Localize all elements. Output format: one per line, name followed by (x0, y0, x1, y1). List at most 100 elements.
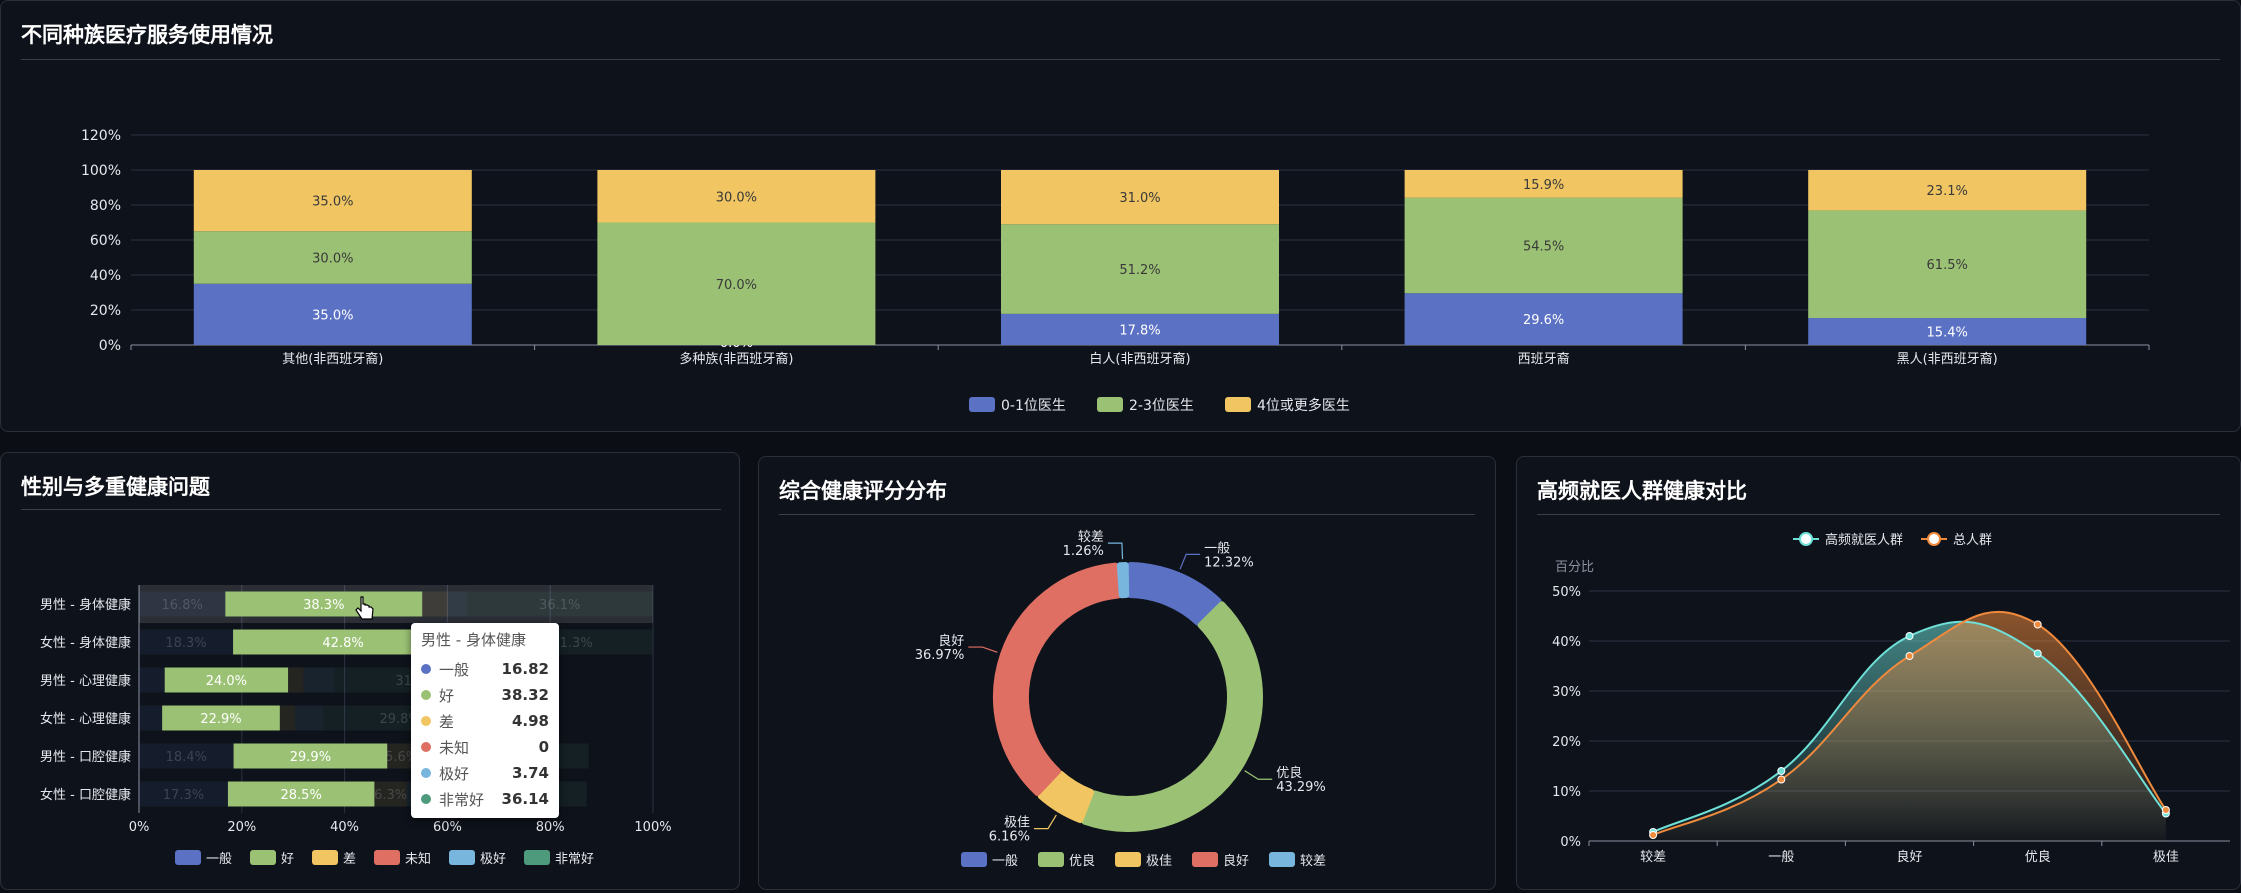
data-label: 30.0% (312, 252, 353, 267)
tooltip-dot (421, 794, 431, 804)
tooltip-label: 差 (439, 712, 455, 731)
data-label: 35.0% (312, 308, 353, 323)
chart-tooltip: 男性 - 身体健康 一般 16.82 好 38.32 差 4.98 未知 0 极好 3.74 非常好… (411, 623, 559, 818)
race-chart: 0% 20% 40% 60% 80% 100% 120% 35.0% 30.0% 35.0% 其他(… (81, 128, 2150, 414)
data-label: 15.4% (1927, 326, 1968, 341)
data-label: 61.5% (1927, 258, 1968, 273)
donut-slice (1126, 562, 1222, 626)
y-tick-label: 50% (1552, 585, 1581, 600)
slice-label-name: 较差 (1078, 530, 1104, 545)
slice-label-name: 极佳 (1004, 816, 1030, 831)
data-label: 15.9% (1523, 178, 1564, 193)
data-label: 31.3% (551, 636, 592, 651)
gender-panel-title: 性别与多重健康问题 (21, 475, 210, 499)
y-tick-label: 80% (90, 198, 121, 214)
donut-slice (1081, 601, 1263, 832)
y-tick-label: 40% (1552, 635, 1581, 650)
y-tick-label: 男性 - 心理健康 (40, 673, 131, 689)
data-label: 51.2% (1119, 263, 1160, 278)
y-tick-label: 男性 - 身体健康 (40, 597, 131, 613)
bar-segment (225, 591, 423, 617)
bar-segment (1001, 170, 1279, 225)
donut-slice (1116, 562, 1130, 599)
x-tick-label: 40% (330, 820, 359, 835)
y-tick-label: 120% (81, 128, 121, 144)
data-label: 18.4% (166, 750, 207, 765)
x-tick-label: 80% (536, 820, 565, 835)
tooltip-value: 36.14 (501, 790, 549, 808)
bar-segment (164, 667, 289, 693)
x-tick-label: 多种族(非西班牙裔) (679, 351, 793, 367)
data-label: 29.8% (379, 712, 420, 727)
bar-segment (1808, 170, 2087, 211)
tooltip-value: 4.98 (511, 712, 549, 730)
data-label: 38.3% (303, 598, 344, 613)
bar-segment (374, 781, 407, 807)
bar-segment (139, 781, 228, 807)
gender-chart: 0% 20% 40% 60% 80% 100% 男性 - 身体健康 16.8% 38.3% 36.… (40, 585, 672, 867)
bar-segment (295, 705, 324, 731)
tooltip-row: 极好 3.74 (421, 760, 549, 786)
data-label: 30.0% (716, 190, 757, 205)
legend-swatch (449, 850, 475, 865)
tooltip-dot (421, 742, 431, 752)
legend-swatch (1038, 852, 1064, 867)
legend-label: 未知 (405, 851, 431, 867)
bar-segment (1404, 293, 1683, 345)
legend-label: 差 (343, 852, 356, 867)
data-label: 42.8% (322, 636, 363, 651)
y-tick-label: 100% (81, 163, 121, 179)
legend-label: 总人群 (1953, 533, 1992, 548)
bar-segment (303, 667, 335, 693)
x-tick-label: 60% (433, 820, 462, 835)
legend-label: 4位或更多医生 (1257, 397, 1350, 414)
tooltip-row: 好 38.32 (421, 682, 549, 708)
race-panel-title: 不同种族医疗服务使用情况 (21, 23, 273, 47)
data-point (1905, 652, 1914, 660)
donut-slice (993, 562, 1122, 796)
y-tick-label: 0% (1560, 835, 1581, 850)
tooltip-label: 非常好 (439, 790, 485, 809)
slice-label-name: 一般 (1204, 540, 1230, 556)
legend-marker (1927, 532, 1941, 546)
tooltip-value: 3.74 (511, 764, 549, 782)
data-point (1649, 831, 1658, 839)
tooltip-title: 男性 - 身体健康 (421, 631, 526, 649)
legend-label: 一般 (206, 851, 232, 867)
freq-chart: 百分比 0% 10% 20% 30% 40% 50% 较差 一般 良好 优良 极佳 高频就医人群 总人群 (1552, 532, 2230, 865)
bar-segment (288, 667, 304, 693)
bar-segment (193, 231, 472, 284)
legend-swatch (1097, 397, 1123, 412)
data-label: 54.5% (1523, 240, 1564, 255)
bar-segment (233, 743, 388, 769)
tooltip-dot (421, 716, 431, 726)
slice-label-value: 43.29% (1276, 780, 1326, 795)
legend-marker (1799, 532, 1813, 546)
legend-swatch (175, 850, 201, 865)
x-tick-label: 100% (634, 820, 671, 835)
tooltip-label: 一般 (439, 660, 470, 679)
freq-panel: 高频就医人群健康对比 百分比 0% 10% 20% 30% 40% 50% 较差 一般 良好 优良 极… (1516, 456, 2241, 890)
bar-segment (193, 283, 472, 345)
legend-swatch (524, 850, 550, 865)
legend-label: 一般 (992, 853, 1018, 869)
y-tick-label: 男性 - 口腔健康 (40, 749, 131, 765)
slice-label-value: 1.26% (1063, 544, 1104, 559)
bar-segment (139, 667, 165, 693)
x-tick-label: 较差 (1640, 850, 1666, 865)
tooltip-row: 一般 16.82 (421, 656, 549, 682)
bar-segment (139, 591, 226, 617)
tooltip-row: 非常好 36.14 (421, 786, 549, 812)
bar-segment (597, 170, 876, 223)
slice-label-value: 6.16% (989, 830, 1030, 845)
data-label: 22.9% (200, 712, 241, 727)
legend-label: 良好 (1223, 853, 1249, 869)
x-tick-label: 0% (129, 820, 150, 835)
label-line (968, 646, 998, 653)
gender-panel: 性别与多重健康问题 0% 20% 40% 60% 80% 100% 男性 - 身体健康 16.… (0, 452, 740, 890)
y-axis-title: 百分比 (1555, 560, 1594, 575)
bar-segment (193, 170, 472, 232)
bar-segment (227, 781, 375, 807)
bar-segment (1808, 210, 2087, 319)
data-point (2033, 620, 2042, 629)
